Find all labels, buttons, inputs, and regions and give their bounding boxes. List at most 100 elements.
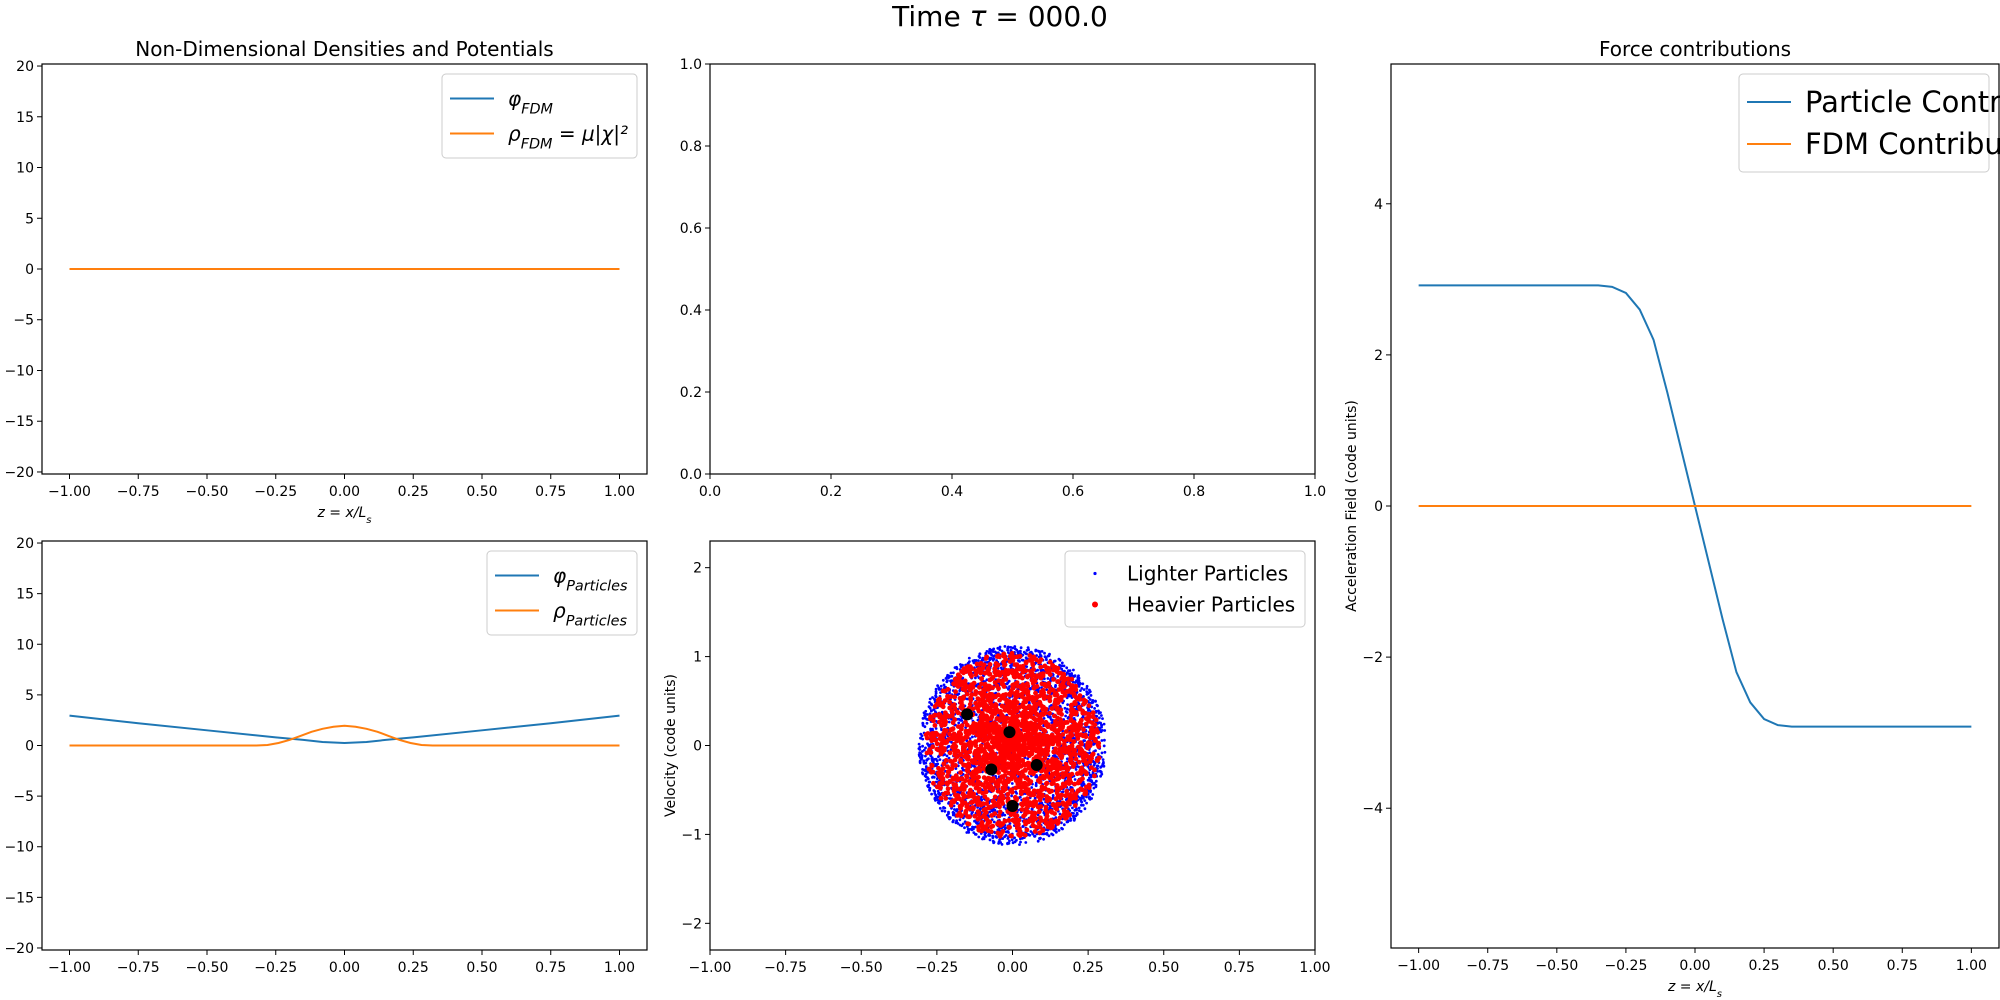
heavier-particle [982, 825, 988, 830]
lighter-particle [926, 784, 929, 788]
lighter-particle [1099, 766, 1102, 769]
heavier-particle [1083, 761, 1089, 767]
lighter-particle [1038, 653, 1042, 656]
heavier-particle [984, 817, 990, 823]
large-particle-4 [1006, 799, 1019, 812]
lighter-particle [1083, 807, 1087, 811]
lighter-particle [961, 822, 965, 826]
heavier-particle [944, 713, 950, 718]
y-tick-label: 15 [16, 587, 34, 603]
large-particle-1 [1003, 726, 1016, 739]
lighter-particle [1097, 736, 1100, 739]
heavier-particle [977, 684, 982, 690]
heavier-particle [958, 731, 964, 737]
heavier-particle [996, 678, 1001, 683]
heavier-particle [1003, 656, 1009, 662]
lighter-particle [1003, 645, 1007, 648]
x-tick-label: −1.00 [689, 960, 732, 976]
heavier-particle [1060, 771, 1066, 776]
heavier-particle [973, 668, 979, 674]
heavier-particle [924, 750, 930, 756]
lighter-particle [974, 713, 978, 717]
heavier-particle [1081, 758, 1086, 763]
lighter-particle [980, 795, 983, 799]
lighter-particle [1061, 790, 1065, 794]
lighter-particle [1049, 718, 1053, 721]
heavier-particle [953, 792, 958, 798]
x-tick-label: 0.75 [1887, 958, 1918, 974]
lighter-particle [1042, 797, 1046, 801]
heavier-particle [1044, 813, 1050, 819]
lighter-particle [1082, 739, 1086, 743]
heavier-particle [1040, 827, 1046, 833]
x-tick-label: 0.6 [1062, 484, 1084, 500]
heavier-particle [947, 731, 952, 737]
heavier-particle [1078, 771, 1084, 776]
heavier-particle [997, 718, 1003, 723]
lighter-particle [947, 810, 950, 814]
lighter-particle [1041, 668, 1045, 672]
figure-suptitle: Time τ = 000.0 [891, 0, 1108, 33]
heavier-particle [979, 716, 984, 722]
heavier-particle [1036, 809, 1042, 815]
panel-p3: −1.00 −0.75 −0.50 −0.25 0.00 0.25 0.50 0.75 1.00… [1344, 37, 2000, 1000]
lighter-particle [1047, 654, 1051, 658]
y-tick-label: −2 [1362, 650, 1383, 666]
heavier-particle [1049, 758, 1054, 764]
lighter-particle [1078, 683, 1081, 687]
lighter-particle [1078, 796, 1081, 800]
heavier-particle [1016, 755, 1022, 760]
heavier-particle [1079, 787, 1085, 793]
panel-title: Force contributions [1599, 37, 1791, 61]
heavier-particle [959, 703, 965, 709]
heavier-particle [1024, 727, 1029, 733]
plot-area [1418, 284, 1972, 728]
heavier-particle [1032, 829, 1038, 834]
heavier-particle [1036, 794, 1041, 799]
heavier-particle [1075, 727, 1081, 733]
large-particle-3 [1030, 759, 1043, 772]
x-tick-label: −0.50 [186, 960, 229, 976]
x-tick-label: 0.25 [1749, 958, 1780, 974]
x-tick-label: −1.00 [48, 484, 91, 500]
x-tick-label: 0.0 [699, 484, 721, 500]
lighter-particle [933, 758, 936, 761]
heavier-particle [928, 769, 934, 775]
lighter-particle [947, 756, 951, 760]
lighter-particle [928, 788, 931, 792]
lighter-particle [1085, 795, 1088, 799]
legend-label-0: φParticles [553, 564, 628, 595]
lighter-particle [1027, 648, 1030, 652]
lighter-particle [919, 732, 923, 736]
lighter-particle [1075, 808, 1078, 812]
heavier-particle [1058, 697, 1064, 703]
lighter-particle [958, 818, 962, 822]
heavier-particle [963, 730, 969, 735]
lighter-particle [938, 802, 941, 805]
heavier-particle [954, 754, 960, 759]
legend-label-0: Particle Contribution [1805, 85, 2000, 119]
lighter-particle [966, 827, 970, 831]
x-tick-label: −0.50 [186, 484, 229, 500]
heavier-particle [1009, 668, 1015, 674]
heavier-particle [1051, 677, 1056, 682]
heavier-particle [1031, 803, 1036, 809]
heavier-particle [989, 749, 995, 755]
heavier-particle [1034, 717, 1040, 723]
lighter-particle [955, 820, 958, 824]
heavier-particle [938, 733, 944, 739]
heavier-particle [983, 779, 989, 785]
lighter-particle [1042, 837, 1045, 841]
heavier-particle [1096, 740, 1102, 746]
heavier-particle [975, 706, 980, 711]
heavier-particle [1089, 720, 1095, 725]
lighter-particle [945, 813, 949, 817]
heavier-particle [1089, 725, 1095, 731]
y-tick-label: −4 [1362, 801, 1383, 817]
heavier-particle [971, 721, 977, 726]
lighter-particle [934, 694, 937, 698]
lighter-particle [1077, 809, 1081, 812]
lighter-particle [960, 719, 964, 722]
lighter-particle [1097, 709, 1100, 713]
heavier-particle [1056, 801, 1062, 807]
